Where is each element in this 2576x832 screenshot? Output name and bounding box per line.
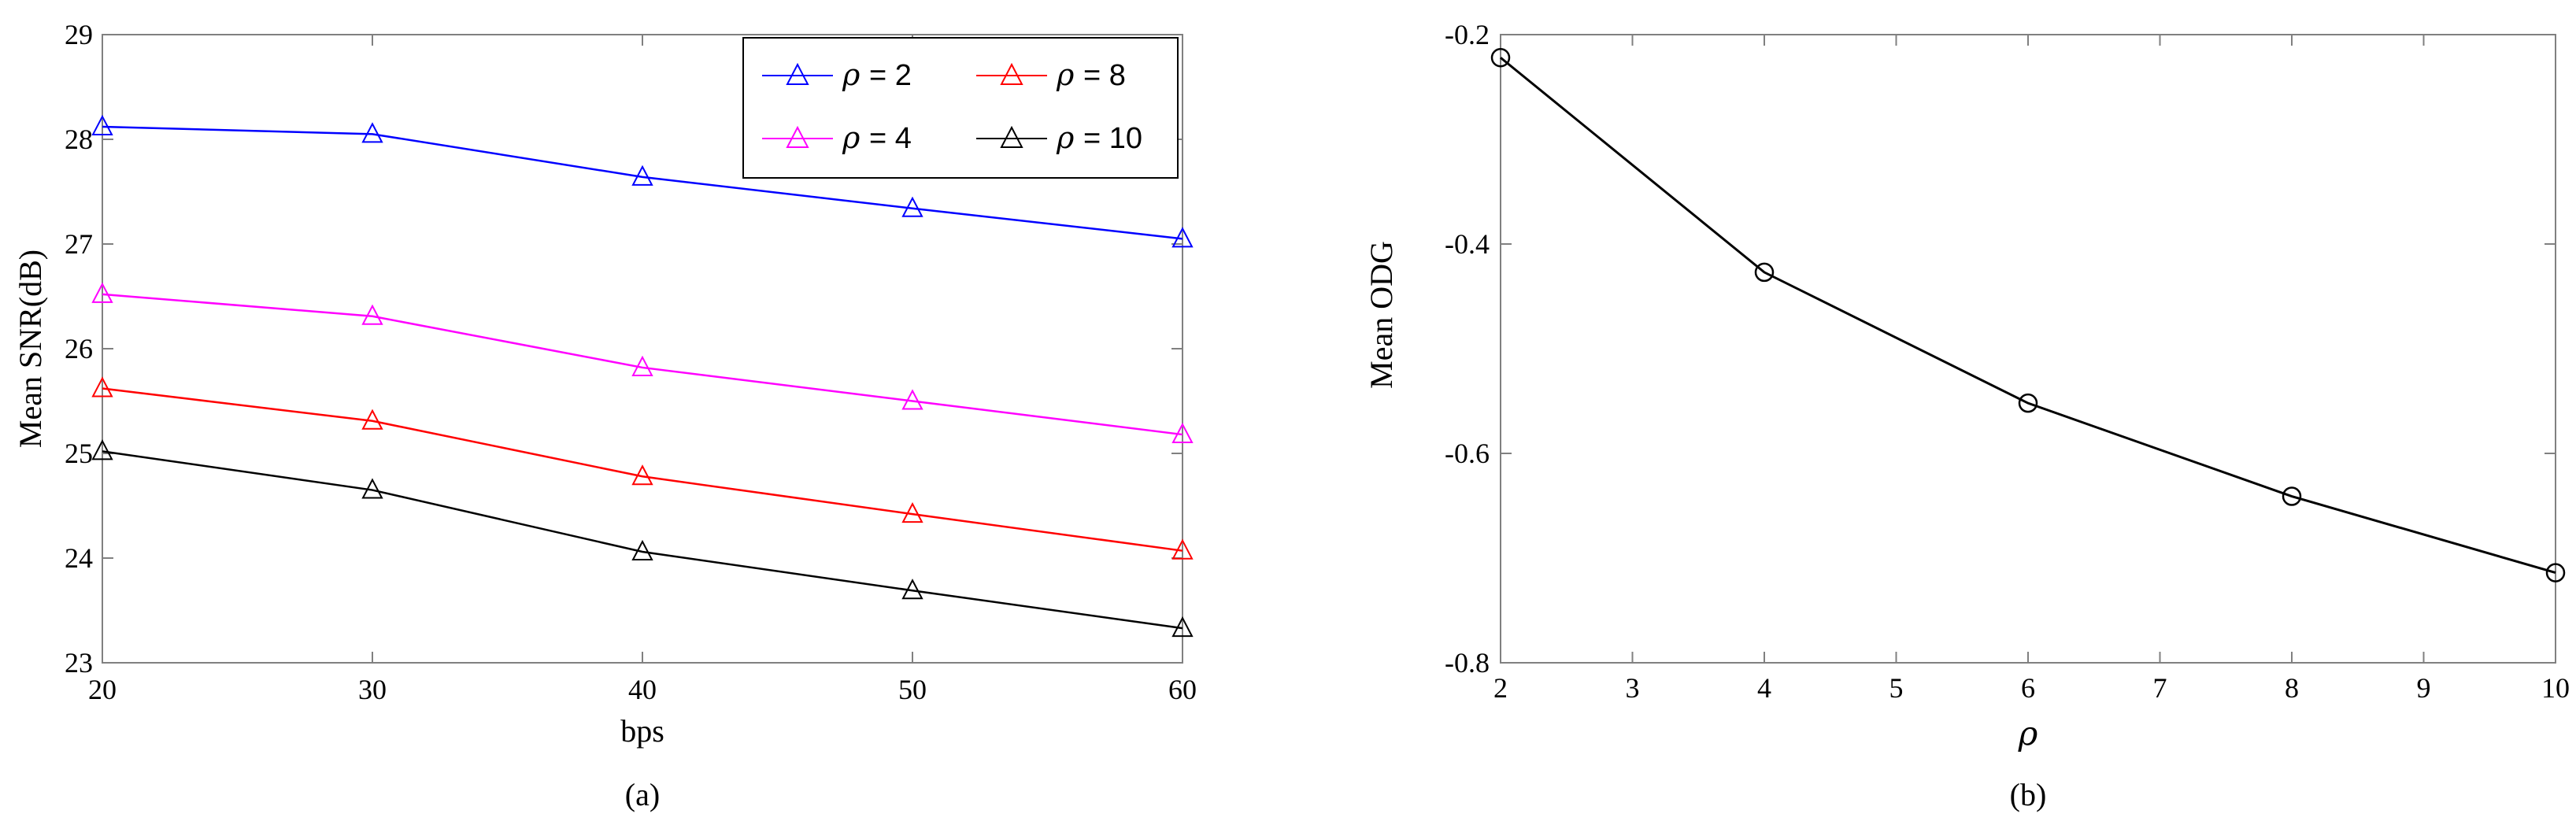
legend-entry-rho-10: ρ = 10 [976, 120, 1142, 155]
x-tick-label: 50 [898, 674, 927, 705]
triangle-marker [631, 539, 653, 561]
legend-triangle-marker [786, 125, 809, 148]
y-tick-label: 24 [65, 542, 93, 574]
legend-label: = 2 [869, 59, 912, 92]
x-tick-label: 20 [88, 674, 117, 705]
series-line [102, 125, 1183, 240]
triangle-marker [91, 376, 113, 398]
triangle-marker [631, 464, 653, 486]
x-tick-label: 2 [1493, 672, 1508, 704]
y-tick-label: 23 [65, 647, 93, 679]
triangle-marker [901, 196, 923, 217]
x-tick-label: 60 [1168, 674, 1197, 705]
legend-label: = 4 [869, 122, 912, 155]
x-tick-label: 30 [358, 674, 387, 705]
triangle-marker [901, 389, 923, 410]
triangle-marker [631, 165, 653, 186]
x-tick-label: 6 [2021, 672, 2035, 704]
series-line [1500, 57, 2556, 575]
circle-marker [2018, 393, 2038, 413]
chart-b: -0.2 -0.4 -0.6 -0.8 2 3 4 5 6 7 8 9 10 ρ Mean ODG (… [1364, 19, 2570, 812]
chart-a-xlabel: bps [620, 713, 664, 749]
y-tick-label: 29 [65, 19, 93, 50]
legend-symbol: ρ [1056, 57, 1075, 92]
triangle-marker [91, 282, 113, 303]
triangle-marker [631, 355, 653, 376]
x-tick-label: 5 [1889, 672, 1904, 704]
legend-triangle-marker [1000, 125, 1023, 148]
triangle-marker [1171, 227, 1194, 248]
y-tick-label: 28 [65, 124, 93, 155]
triangle-marker [361, 304, 383, 325]
chart-b-caption: (b) [2010, 777, 2047, 812]
y-tick-label: 27 [65, 228, 93, 260]
x-tick-label: 3 [1626, 672, 1640, 704]
chart-a-legend: ρ = 2 ρ = 8 ρ = 4 ρ = 10 [742, 37, 1179, 179]
chart-b-frame [1500, 34, 2556, 664]
circle-marker [1490, 48, 1511, 68]
legend-label: = 8 [1083, 59, 1126, 92]
legend-symbol: ρ [842, 120, 861, 155]
y-tick-label: -0.4 [1445, 228, 1490, 260]
legend-entry-rho-2: ρ = 2 [762, 57, 912, 92]
legend-entry-rho-8: ρ = 8 [976, 57, 1126, 92]
y-tick-label: -0.6 [1445, 438, 1490, 469]
x-tick-label: 7 [2153, 672, 2167, 704]
chart-b-series [1490, 48, 2566, 582]
chart-b-yticks: -0.2 -0.4 -0.6 -0.8 [1445, 19, 2556, 679]
triangle-marker [91, 114, 113, 136]
triangle-marker [1171, 616, 1194, 638]
legend-box [742, 37, 1179, 179]
y-tick-label: 25 [65, 438, 93, 469]
x-tick-label: 4 [1757, 672, 1771, 704]
circle-marker [1754, 262, 1775, 283]
x-tick-label: 40 [628, 674, 657, 705]
chart-a-xticks: 20 30 40 50 60 [88, 35, 1197, 705]
triangle-marker [91, 439, 113, 460]
circle-marker [2545, 563, 2566, 582]
x-tick-label: 9 [2417, 672, 2431, 704]
x-tick-label: 10 [2541, 672, 2570, 704]
series-line [102, 293, 1183, 436]
series-line [102, 450, 1183, 630]
y-tick-label: -0.8 [1445, 647, 1490, 679]
chart-a-series [91, 114, 1194, 638]
triangle-marker [901, 501, 923, 523]
series-line [102, 387, 1183, 552]
triangle-marker [1171, 538, 1194, 560]
legend-label: = 10 [1083, 122, 1142, 155]
chart-b-ylabel: Mean ODG [1364, 241, 1399, 389]
chart-a-caption: (a) [625, 777, 660, 812]
chart-b-xticks: 2 3 4 5 6 7 8 9 10 [1493, 35, 2570, 704]
triangle-marker [361, 122, 383, 143]
chart-a-yticks: 23 24 25 26 27 28 29 [65, 19, 1183, 679]
chart-a: 23 24 25 26 27 28 29 20 30 40 50 60 bps Mean SNR(d… [13, 19, 1197, 812]
legend-triangle-marker [1000, 62, 1023, 85]
chart-b-xlabel: ρ [2018, 714, 2038, 752]
triangle-marker [361, 409, 383, 430]
legend-symbol: ρ [842, 57, 861, 92]
triangle-marker [1171, 422, 1194, 444]
legend-triangle-marker [786, 62, 809, 85]
chart-a-ylabel: Mean SNR(dB) [13, 250, 48, 448]
circle-marker [2282, 486, 2302, 506]
triangle-marker [901, 579, 923, 600]
triangle-marker [361, 478, 383, 499]
x-tick-label: 8 [2285, 672, 2299, 704]
y-tick-label: 26 [65, 333, 93, 364]
legend-symbol: ρ [1056, 120, 1075, 155]
legend-entry-rho-4: ρ = 4 [762, 120, 912, 155]
y-tick-label: -0.2 [1445, 19, 1490, 50]
